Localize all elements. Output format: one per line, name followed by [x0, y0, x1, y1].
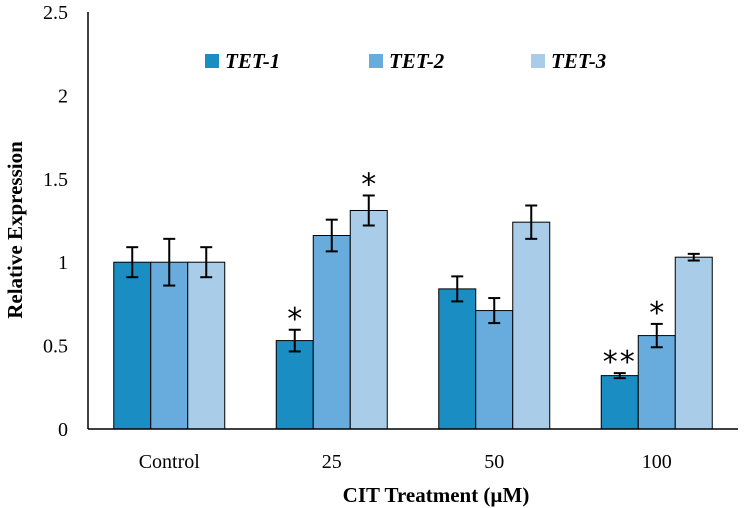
significance-tet-1-25: *: [287, 302, 302, 337]
legend-swatch-tet-1: [205, 54, 219, 68]
bar-tet-2-control: [150, 261, 189, 430]
error-bar-tet-2-25: [325, 218, 338, 253]
error-bar-tet-1-50: [451, 275, 464, 303]
bar-tet-3-50: [512, 221, 551, 430]
error-bar-tet-2-50: [488, 297, 501, 325]
error-bar-tet-3-100: [687, 252, 700, 262]
bar-tet-3-control: [187, 261, 226, 430]
axes-layer: Control 25 50 100 0 0.5 1 1.5 2 2.5: [43, 2, 738, 473]
bar-tet-2-25: [312, 235, 351, 430]
y-tick-label-1-5: 1.5: [43, 169, 68, 191]
error-bar-tet-2-control: [163, 237, 176, 287]
legend-label-tet-1: TET-1: [225, 49, 280, 73]
error-bar-tet-3-control: [200, 246, 213, 279]
y-axis-title: Relative Expression: [3, 141, 27, 319]
legend-label-tet-2: TET-2: [389, 49, 445, 73]
significance-layer: *****: [287, 167, 664, 380]
x-tick-label-control: Control: [139, 451, 201, 473]
significance-tet-3-25: *: [361, 167, 376, 202]
legend-label-tet-3: TET-3: [551, 49, 606, 73]
error-bar-tet-1-control: [126, 246, 139, 279]
y-tick-label-0-5: 0.5: [43, 336, 68, 358]
error-bar-tet-3-50: [525, 204, 538, 240]
bar-tet-2-50: [475, 310, 514, 430]
bar-tet-1-25: [275, 340, 314, 430]
legend-swatch-tet-3: [531, 54, 545, 68]
bar-tet-3-100: [674, 256, 713, 430]
x-tick-label-100: 100: [642, 451, 672, 473]
legend-swatch-tet-2: [369, 54, 383, 68]
bar-tet-2-100: [637, 335, 676, 430]
error-bar-tet-1-25: [288, 328, 301, 353]
bars-layer: [113, 209, 713, 430]
legend-item-tet-3: TET-3: [531, 49, 606, 73]
error-bar-tet-1-100: [613, 372, 626, 380]
error-bar-tet-3-25: [362, 194, 375, 227]
legend: TET-1 TET-2 TET-3: [205, 49, 606, 73]
x-tick-label-25: 25: [322, 451, 342, 473]
y-tick-label-2: 2: [58, 85, 68, 107]
error-bar-tet-2-100: [650, 322, 663, 349]
legend-item-tet-1: TET-1: [205, 49, 280, 73]
bar-tet-3-25: [349, 209, 388, 430]
legend-item-tet-2: TET-2: [369, 49, 445, 73]
x-tick-label-50: 50: [484, 451, 504, 473]
y-tick-label-2-5: 2.5: [43, 2, 68, 24]
y-tick-label-1: 1: [58, 252, 68, 274]
significance-tet-2-100: *: [649, 296, 664, 331]
bar-tet-1-100: [600, 375, 639, 430]
significance-tet-1-100: **: [603, 345, 637, 380]
bar-tet-1-control: [113, 261, 152, 430]
y-tick-label-0: 0: [58, 419, 68, 441]
x-axis-title: CIT Treatment (µM): [343, 483, 530, 507]
error-bars-layer: [126, 194, 700, 380]
bar-tet-1-50: [438, 288, 477, 430]
